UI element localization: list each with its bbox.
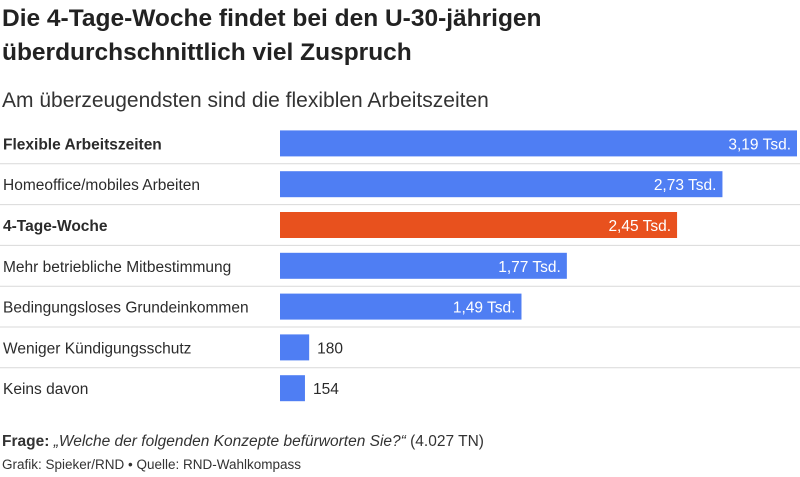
bar [280, 171, 723, 198]
bar [280, 293, 522, 320]
category-label: Homeoffice/mobiles Arbeiten [3, 177, 200, 194]
value-label: 1,77 Tsd. [498, 259, 561, 276]
value-label: 2,45 Tsd. [608, 218, 671, 235]
category-label: Bedingungsloses Grundeinkommen [3, 300, 249, 317]
bar [280, 334, 310, 361]
value-label: 180 [317, 340, 343, 357]
chart-title-line-2: überdurchschnittlich viel Zuspruch [2, 39, 412, 66]
bar [280, 130, 797, 157]
chart-subtitle: Am überzeugendsten sind die flexiblen Ar… [2, 89, 489, 112]
question-text: „Welche der folgenden Konzepte befürwort… [53, 433, 406, 450]
bar [280, 375, 305, 402]
bar [280, 252, 567, 279]
chart-title: Die 4-Tage-Woche findet bei den U-30-jäh… [2, 2, 792, 70]
value-label: 1,49 Tsd. [453, 300, 516, 317]
category-label: 4-Tage-Woche [3, 218, 108, 235]
chart-title-line-1: Die 4-Tage-Woche findet bei den U-30-jäh… [2, 5, 542, 32]
value-label: 154 [313, 381, 339, 398]
category-label: Mehr betriebliche Mitbestimmung [3, 259, 231, 276]
source-credit: Grafik: Spieker/RND • Quelle: RND-Wahlko… [2, 457, 302, 472]
category-label: Keins davon [3, 381, 88, 398]
value-label: 2,73 Tsd. [654, 177, 717, 194]
category-label: Flexible Arbeitszeiten [3, 136, 162, 153]
category-label: Weniger Kündigungsschutz [3, 340, 191, 357]
question-note: Frage: „Welche der folgenden Konzepte be… [2, 431, 484, 453]
bar [280, 212, 678, 238]
question-sample-size: (4.027 TN) [410, 433, 484, 450]
value-label: 3,19 Tsd. [728, 136, 791, 153]
question-label: Frage: [2, 433, 50, 450]
